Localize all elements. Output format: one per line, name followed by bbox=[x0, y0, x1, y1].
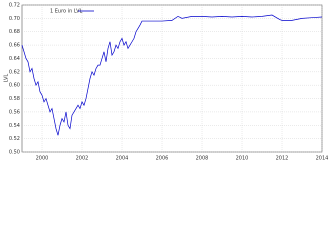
x-tick-label: 2010 bbox=[236, 156, 249, 162]
x-tick-label: 2004 bbox=[116, 156, 129, 162]
y-axis-label: LVL bbox=[4, 74, 10, 83]
y-tick-label: 0.66 bbox=[9, 43, 20, 49]
x-tick-label: 2014 bbox=[316, 156, 329, 162]
x-tick-label: 2008 bbox=[196, 156, 209, 162]
y-tick-label: 0.64 bbox=[9, 56, 20, 62]
x-tick-label: 2000 bbox=[36, 156, 49, 162]
x-tick-label: 2012 bbox=[276, 156, 289, 162]
y-tick-label: 0.68 bbox=[9, 29, 20, 35]
y-tick-label: 0.62 bbox=[9, 69, 20, 75]
y-tick-label: 0.70 bbox=[9, 16, 20, 22]
y-tick-label: 0.50 bbox=[9, 150, 20, 156]
data-line bbox=[21, 14, 323, 136]
legend-label: 1 Euro in LVL bbox=[50, 9, 82, 15]
x-tick-label: 2006 bbox=[156, 156, 169, 162]
y-tick-label: 0.72 bbox=[9, 3, 20, 9]
y-tick-label: 0.52 bbox=[9, 136, 20, 142]
y-tick-label: 0.60 bbox=[9, 83, 20, 89]
y-tick-label: 0.54 bbox=[9, 123, 20, 129]
chart: LVL 0.50 0.52 0.54 0.56 0.58 0.60 0.62 0.64 0.66… bbox=[4, 3, 329, 162]
plot-frame bbox=[21, 4, 323, 153]
x-tick-label: 2002 bbox=[76, 156, 89, 162]
y-tick-label: 0.58 bbox=[9, 96, 20, 102]
y-tick-label: 0.56 bbox=[9, 109, 20, 115]
